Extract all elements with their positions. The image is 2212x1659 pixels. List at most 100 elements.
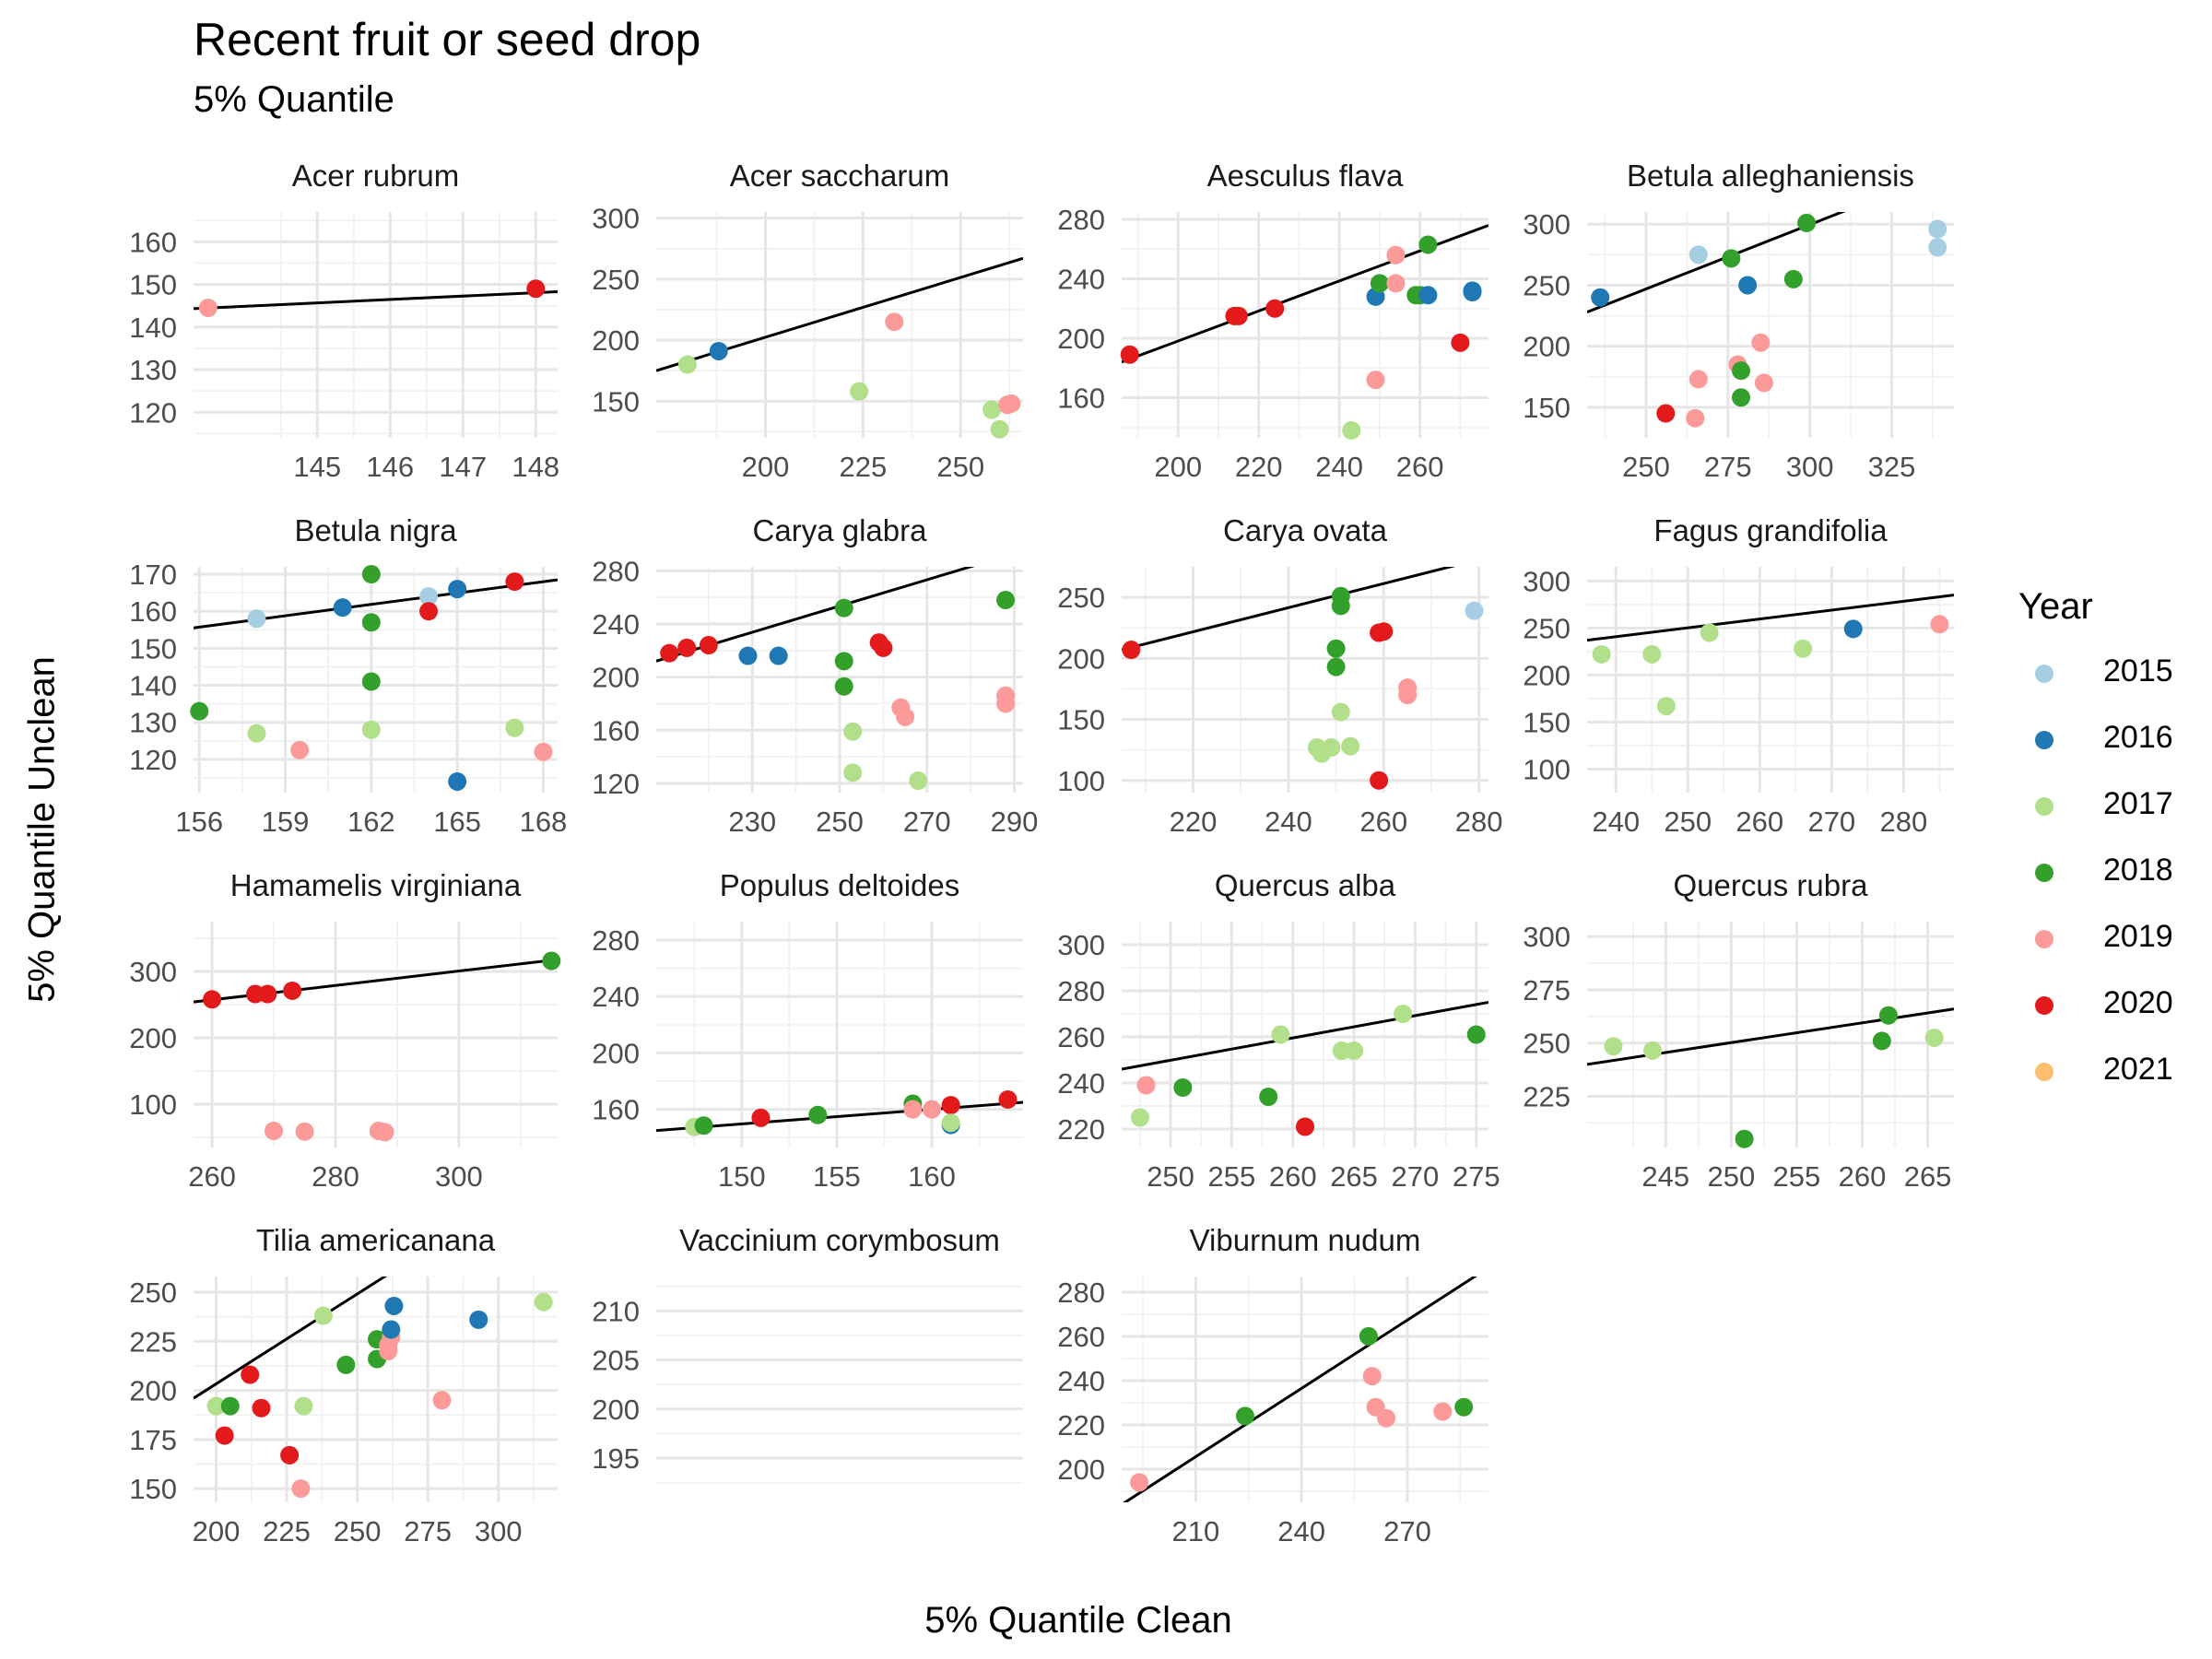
x-tick-label: 260 — [1359, 806, 1407, 838]
y-tick-label: 200 — [592, 662, 640, 694]
legend-item: 2016 — [2018, 718, 2173, 784]
data-point — [419, 602, 439, 621]
data-point — [1656, 404, 1676, 423]
trend-line — [656, 1100, 1023, 1133]
data-point — [1394, 1005, 1413, 1023]
data-point — [769, 646, 788, 665]
data-point — [1235, 1406, 1254, 1426]
x-tick-label: 250 — [1622, 451, 1670, 483]
data-point — [432, 1391, 452, 1410]
y-tick-label: 250 — [592, 264, 640, 296]
y-tick-label: 250 — [129, 1277, 177, 1309]
y-tick-label: 160 — [1057, 382, 1105, 414]
data-point — [1604, 1037, 1623, 1056]
data-point — [1359, 1326, 1378, 1346]
data-point — [660, 643, 679, 663]
data-point — [247, 609, 266, 629]
y-tick-label: 100 — [129, 1088, 177, 1121]
data-point — [1322, 738, 1341, 757]
data-point — [1688, 370, 1708, 389]
legend-item: 2020 — [2018, 983, 2173, 1050]
x-tick-label: 150 — [718, 1160, 766, 1193]
data-point — [923, 1100, 942, 1119]
data-point — [1463, 281, 1482, 300]
facet-panel: 200 225 250 275 300 150 175 200 225 250 Tilia amer… — [129, 1223, 558, 1547]
y-tick-label: 240 — [1057, 1365, 1105, 1397]
data-point — [996, 694, 1016, 713]
data-point — [252, 1398, 271, 1418]
x-tick-label: 155 — [813, 1160, 861, 1193]
data-point — [1924, 1028, 1944, 1047]
x-tick-label: 210 — [1171, 1515, 1219, 1547]
legend-title: Year — [2018, 586, 2093, 627]
y-tick-label: 250 — [1057, 582, 1105, 614]
facet-title: Carya ovata — [1223, 513, 1388, 547]
data-point — [709, 341, 728, 360]
legend-item: 2015 — [2018, 652, 2173, 718]
legend-label: 2020 — [2103, 985, 2173, 1020]
y-tick-label: 250 — [1523, 1028, 1571, 1060]
trend-line — [1587, 594, 1954, 642]
trend-line — [1122, 1277, 1477, 1502]
y-tick-label: 280 — [1057, 975, 1105, 1007]
data-point — [1466, 1025, 1486, 1044]
x-tick-label: 156 — [175, 806, 223, 838]
y-tick-label: 160 — [592, 714, 640, 747]
x-tick-label: 280 — [1880, 806, 1928, 838]
x-tick-label: 260 — [188, 1160, 236, 1193]
y-tick-label: 150 — [1523, 392, 1571, 424]
x-tick-label: 250 — [816, 806, 864, 838]
y-tick-label: 170 — [129, 559, 177, 591]
data-point — [1331, 702, 1350, 722]
data-point — [448, 771, 467, 791]
x-tick-label: 265 — [1330, 1160, 1378, 1193]
data-point — [203, 990, 222, 1009]
facet-title: Quercus rubra — [1674, 868, 1869, 902]
data-point — [1930, 615, 1949, 634]
legend-label: 2015 — [2103, 653, 2173, 688]
data-point — [361, 565, 381, 584]
facet-panel: 195 200 205 210 Vaccinium corymbosum — [592, 1223, 1023, 1484]
facet-panel: 150 155 160 160 200 240 280 Populus deltoides — [592, 868, 1023, 1193]
data-point — [1738, 276, 1758, 295]
data-point — [1418, 286, 1438, 305]
x-tick-label: 300 — [475, 1515, 523, 1547]
data-point — [291, 1479, 311, 1499]
data-point — [1751, 333, 1771, 352]
data-point — [1002, 394, 1021, 413]
x-tick-label: 162 — [347, 806, 395, 838]
data-point — [283, 981, 302, 1000]
data-point — [1643, 1041, 1663, 1060]
data-point — [1732, 388, 1751, 407]
data-point — [990, 419, 1009, 439]
data-point — [941, 1113, 960, 1133]
data-point — [1686, 408, 1705, 428]
x-tick-label: 165 — [433, 806, 481, 838]
data-point — [1136, 1076, 1156, 1095]
data-point — [1326, 657, 1346, 677]
facet-title: Acer saccharum — [730, 159, 949, 193]
data-point — [1732, 361, 1751, 381]
data-point — [982, 400, 1002, 419]
facet-title: Tilia americanana — [256, 1223, 496, 1257]
data-point — [1783, 269, 1803, 288]
x-tick-label: 220 — [1235, 451, 1283, 483]
data-point — [1366, 371, 1385, 390]
facet-panel: 240 250 260 270 280 100 150 200 250 300 Fagus gran… — [1523, 513, 1954, 838]
data-point — [885, 312, 904, 332]
facet-panel: 250 255 260 265 270 275 220 240 260 280 300 Quercus… — [1057, 868, 1500, 1193]
legend-label: 2017 — [2103, 786, 2173, 821]
data-point — [505, 718, 524, 737]
legend-swatch — [2035, 996, 2053, 1015]
data-point — [1370, 771, 1389, 790]
y-tick-label: 300 — [1057, 929, 1105, 961]
data-point — [294, 1396, 313, 1416]
y-tick-label: 250 — [1523, 612, 1571, 644]
data-point — [1454, 1397, 1474, 1417]
legend-swatch — [2035, 864, 2053, 882]
data-point — [1173, 1078, 1193, 1097]
data-point — [808, 1105, 828, 1124]
x-tick-label: 280 — [312, 1160, 359, 1193]
y-tick-label: 240 — [592, 981, 640, 1013]
y-axis-label: 5% Quantile Unclean — [21, 656, 63, 1003]
